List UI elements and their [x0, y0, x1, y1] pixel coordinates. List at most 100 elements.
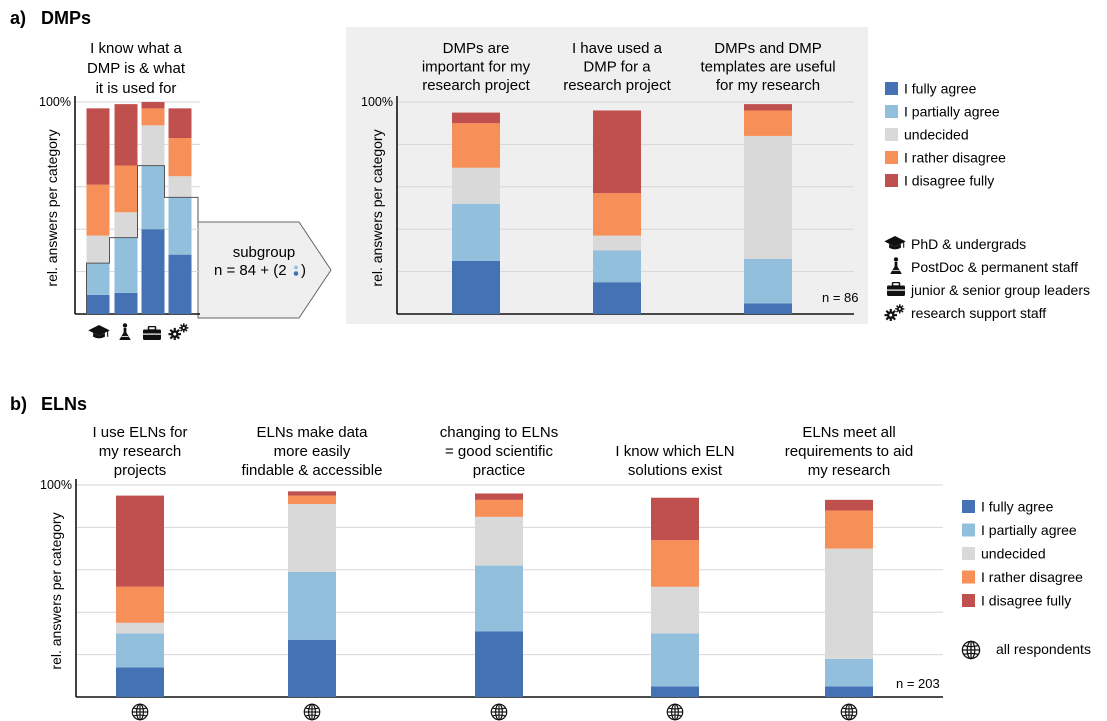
dmp-subgroup-icons [88, 323, 189, 341]
bar-segment-disagree-fully [651, 497, 699, 541]
bar-segment-undecided [288, 504, 336, 572]
bar-segment-undecided [141, 125, 165, 166]
bar-segment-disagree-fully [593, 110, 641, 194]
legend-label: I partially agree [981, 522, 1077, 538]
legend-a: I fully agree I partially agree undecided I… [885, 81, 1006, 189]
bar-segment-partially-agree [651, 633, 699, 687]
y-tick-label: 100% [361, 95, 393, 109]
y-tick-label: 100% [40, 478, 72, 492]
category-label: = good scientific [445, 443, 553, 460]
category-label: important for my [422, 59, 531, 76]
category-label: research project [563, 77, 671, 94]
group-legend-label: PhD & undergrads [911, 236, 1026, 252]
legend-swatch-undecided [885, 128, 898, 141]
eln-n-label: n = 203 [896, 676, 940, 691]
bar-segment-partially-agree [744, 258, 792, 304]
graduation-cap-icon [884, 236, 906, 250]
bar-segment-fully-agree [114, 292, 138, 314]
bar-segment-rather-disagree [744, 110, 792, 136]
bar-segment-partially-agree [452, 203, 500, 261]
legend-label: undecided [904, 127, 969, 143]
legend-label: I rather disagree [981, 569, 1083, 585]
bar-segment-undecided [744, 135, 792, 259]
y-axis-label: rel. answers per category [48, 512, 64, 669]
globe-icon [840, 703, 858, 721]
group-legend-label: junior & senior group leaders [910, 282, 1090, 298]
bar-segment-undecided [825, 548, 873, 659]
bar-segment-disagree-fully [168, 108, 192, 139]
bar-segment-disagree-fully [114, 104, 138, 166]
chart-title-line: I know what a [90, 40, 182, 57]
globe-icon [666, 703, 684, 721]
legend-label: I fully agree [904, 81, 977, 97]
category-label: I use ELNs for [92, 424, 187, 441]
section-b-title: ELNs [41, 394, 87, 414]
legend-swatch-disagree-fully [962, 594, 975, 607]
bar-segment-rather-disagree [452, 123, 500, 168]
category-label: practice [473, 462, 526, 479]
category-label: ELNs make data [257, 424, 369, 441]
bar-segment-partially-agree [168, 197, 192, 255]
bar-segment-rather-disagree [593, 193, 641, 236]
droplet-icon [293, 265, 299, 276]
legend-swatch-partially-agree [885, 105, 898, 118]
bar-segment-undecided [651, 586, 699, 634]
category-label: templates are useful [700, 59, 835, 76]
bar-segment-rather-disagree [825, 510, 873, 549]
bar-segment-rather-disagree [288, 495, 336, 505]
legend-label: I disagree fully [981, 593, 1071, 609]
section-b-label: b) [10, 394, 27, 414]
bar-segment-rather-disagree [141, 108, 165, 126]
bar-segment-fully-agree [651, 686, 699, 697]
category-label: my research [808, 462, 891, 479]
chart-title-line: it is used for [96, 80, 177, 97]
globe-icon [961, 640, 981, 660]
bar-segment-fully-agree [168, 254, 192, 314]
bar-segment-undecided [593, 235, 641, 251]
briefcase-icon [143, 326, 161, 340]
bar-segment-partially-agree [86, 263, 110, 295]
flask-person-icon [118, 323, 132, 341]
bar-segment-rather-disagree [475, 499, 523, 517]
eln-main-chart: 100% rel. answers per category I use ELNs … [40, 424, 943, 721]
globe-icon [131, 703, 149, 721]
briefcase-icon [887, 282, 905, 296]
category-label: findable & accessible [242, 462, 383, 479]
bar-segment-fully-agree [288, 639, 336, 697]
all-respondents-label: all respondents [996, 641, 1091, 657]
legend-swatch-partially-agree [962, 523, 975, 537]
category-label: DMP for a [583, 59, 651, 76]
bar-segment-fully-agree [475, 631, 523, 697]
bar-segment-disagree-fully [475, 493, 523, 500]
bar-segment-fully-agree [86, 294, 110, 314]
subgroup-n-text: n = 84 + (2 [214, 262, 287, 279]
bar-segment-undecided [475, 516, 523, 566]
bar-segment-disagree-fully [141, 102, 165, 109]
globe-icon [490, 703, 508, 721]
category-label: ELNs meet all [802, 424, 895, 441]
bar-segment-fully-agree [452, 261, 500, 314]
category-label: I know which ELN [615, 443, 734, 460]
bar-segment-fully-agree [593, 282, 641, 314]
legend-label: I rather disagree [904, 150, 1006, 166]
legend-swatch-disagree-fully [885, 174, 898, 187]
category-label: research project [422, 77, 530, 94]
bar-segment-fully-agree [744, 303, 792, 314]
bar-segment-disagree-fully [825, 499, 873, 511]
graduation-cap-icon [88, 325, 110, 339]
category-label: more easily [274, 443, 351, 460]
bar-segment-rather-disagree [168, 138, 192, 177]
group-legend-label: research support staff [911, 305, 1046, 321]
bar-segment-disagree-fully [744, 104, 792, 111]
bar-segment-partially-agree [114, 237, 138, 293]
group-legend: PhD & undergrads PostDoc & permanent sta… [884, 236, 1090, 321]
bar-segment-partially-agree [116, 633, 164, 668]
category-label: changing to ELNs [440, 424, 558, 441]
y-axis-label: rel. answers per category [44, 129, 60, 286]
bar-segment-disagree-fully [86, 108, 110, 185]
bar-segment-rather-disagree [651, 540, 699, 587]
category-label: DMPs and DMP [714, 40, 822, 57]
chart-title-line: DMP is & what [87, 60, 186, 77]
category-label: my research [99, 443, 182, 460]
